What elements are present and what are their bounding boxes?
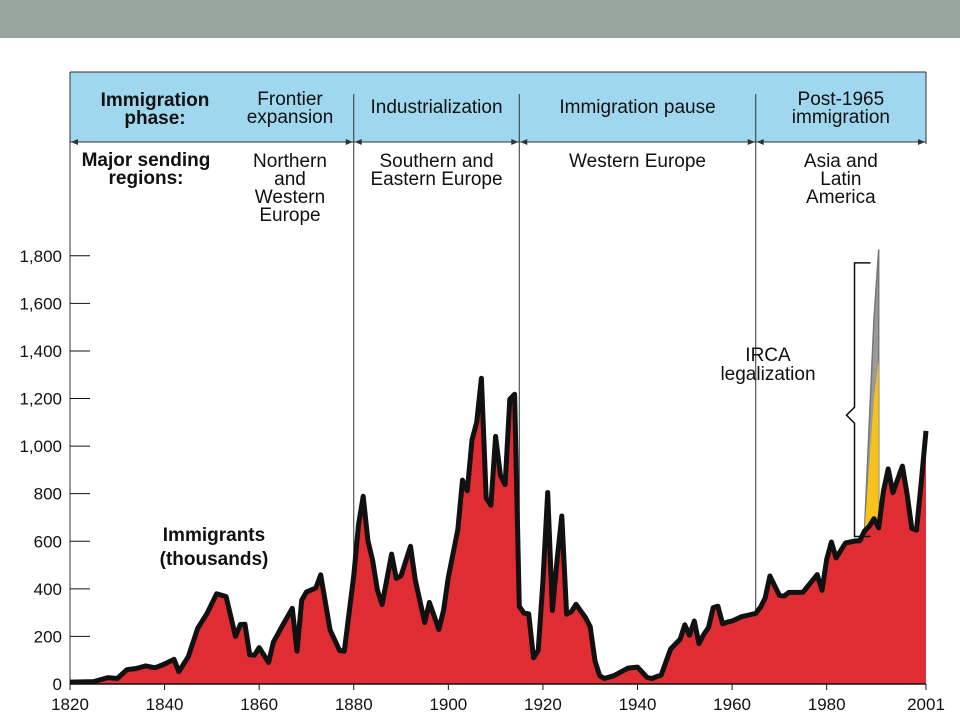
phase-arrow xyxy=(918,139,925,145)
x-tick-label: 1920 xyxy=(524,695,562,714)
phase-regions-2: Southern and Eastern Europe xyxy=(371,151,503,190)
irca-label: IRCA legalization xyxy=(720,345,815,385)
y-tick-label: 1,200 xyxy=(19,390,62,409)
phase-arrow xyxy=(71,139,78,145)
irca-annotation: IRCA legalization xyxy=(720,262,871,538)
x-tick-label: 1900 xyxy=(429,695,467,714)
y-tick-label: 800 xyxy=(34,485,62,504)
y-tick-label: 1,600 xyxy=(19,294,62,313)
phase-arrow xyxy=(345,139,353,145)
phase-name-2: Industrialization xyxy=(371,97,503,118)
x-tick-label: 1940 xyxy=(619,695,657,714)
y-axis-label: Immigrants (thousands) xyxy=(160,525,269,570)
chart-header: Immigration phase: Major sending regions: Fr… xyxy=(69,71,927,684)
y-tick-label: 1,400 xyxy=(19,342,62,361)
x-tick-label: 2001 xyxy=(907,695,945,714)
x-tick-label: 1960 xyxy=(713,695,751,714)
phase-arrow xyxy=(756,139,764,145)
phase-band xyxy=(70,72,926,142)
phase-regions-1: Northern and Western Europe xyxy=(253,151,327,226)
y-tick-label: 1,800 xyxy=(19,247,62,266)
phase-name-1: Frontier expansion xyxy=(247,89,334,128)
phase-name-3: Immigration pause xyxy=(559,97,715,118)
x-tick-label: 1880 xyxy=(335,695,373,714)
y-tick-label: 1,000 xyxy=(19,437,62,456)
phase-arrow xyxy=(354,139,362,145)
irca-bracket xyxy=(845,262,871,538)
phase-arrow xyxy=(511,139,519,145)
immigrants-line xyxy=(69,375,929,685)
x-tick-label: 1860 xyxy=(240,695,278,714)
slide-top-bar xyxy=(0,0,960,38)
phase-row-label: Immigration phase: xyxy=(101,90,210,129)
y-tick-label: 400 xyxy=(34,580,62,599)
x-tick-label: 1980 xyxy=(808,695,846,714)
axes: 1820 1840 1860 1880 1900 1920 1940 1960 1980 2001… xyxy=(19,247,944,714)
x-tick-label: 1840 xyxy=(146,695,184,714)
plot-area xyxy=(69,249,929,685)
phase-name-4: Post-1965 immigration xyxy=(792,89,890,128)
y-tick-label: 0 xyxy=(53,675,62,694)
regions-row-label: Major sending regions: xyxy=(82,150,211,189)
phase-arrow xyxy=(520,139,528,145)
phase-regions-4: Asia and Latin America xyxy=(804,151,878,208)
phase-regions-3: Western Europe xyxy=(569,151,706,172)
y-tick-label: 600 xyxy=(34,532,62,551)
x-tick-label: 1820 xyxy=(51,695,89,714)
phase-arrow xyxy=(747,139,755,145)
irca-inner-area xyxy=(864,360,879,531)
immigrants-area xyxy=(70,378,926,684)
y-tick-label: 200 xyxy=(34,627,62,646)
